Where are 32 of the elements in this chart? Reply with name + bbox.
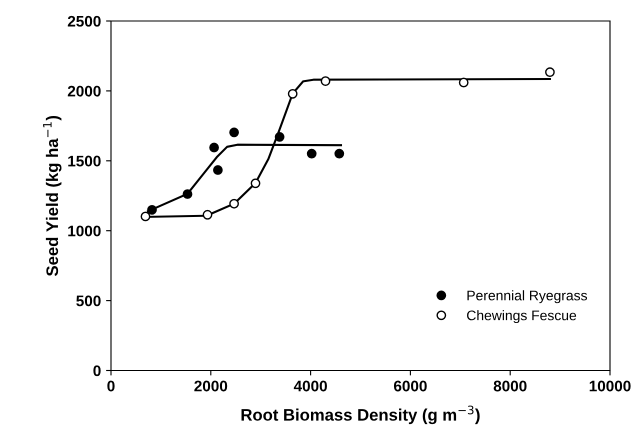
point (545, 67, 555, 78)
x-tick-label: 0 (107, 380, 115, 392)
y-tick-label: 500 (76, 295, 101, 306)
point (229, 198, 239, 209)
point (202, 210, 212, 220)
point (140, 212, 150, 222)
point (334, 148, 344, 159)
x-tick-label: 6000 (394, 380, 427, 392)
point (229, 128, 239, 138)
point (288, 88, 298, 99)
point (213, 165, 223, 175)
x-tick-label: 2000 (194, 380, 228, 392)
y-axis-title: Seed Yield (kg ha$^{−1}$) (43, 116, 62, 276)
point (458, 78, 469, 88)
point (209, 142, 219, 152)
point (147, 205, 157, 215)
x-axis-title: Root Biomass Density (g m$^{−3}$) (242, 406, 480, 424)
point (320, 76, 330, 86)
y-tick-label: 2000 (68, 86, 101, 97)
y-tick-label: 1000 (68, 226, 101, 236)
legend-label: Perennial Ryegrass (467, 290, 588, 304)
point (182, 189, 192, 199)
x-tick-label: 10000 (590, 380, 631, 392)
x-tick-label: 4000 (294, 380, 327, 392)
y-tick-label: 1500 (68, 156, 101, 166)
y-tick-label: 2500 (68, 16, 101, 27)
point (274, 132, 284, 142)
legend-label: Chewings Fescue (467, 310, 576, 324)
point (250, 178, 260, 188)
y-tick-label: 0 (93, 365, 101, 376)
x-tick-label: 8000 (494, 380, 527, 392)
point (306, 148, 317, 159)
